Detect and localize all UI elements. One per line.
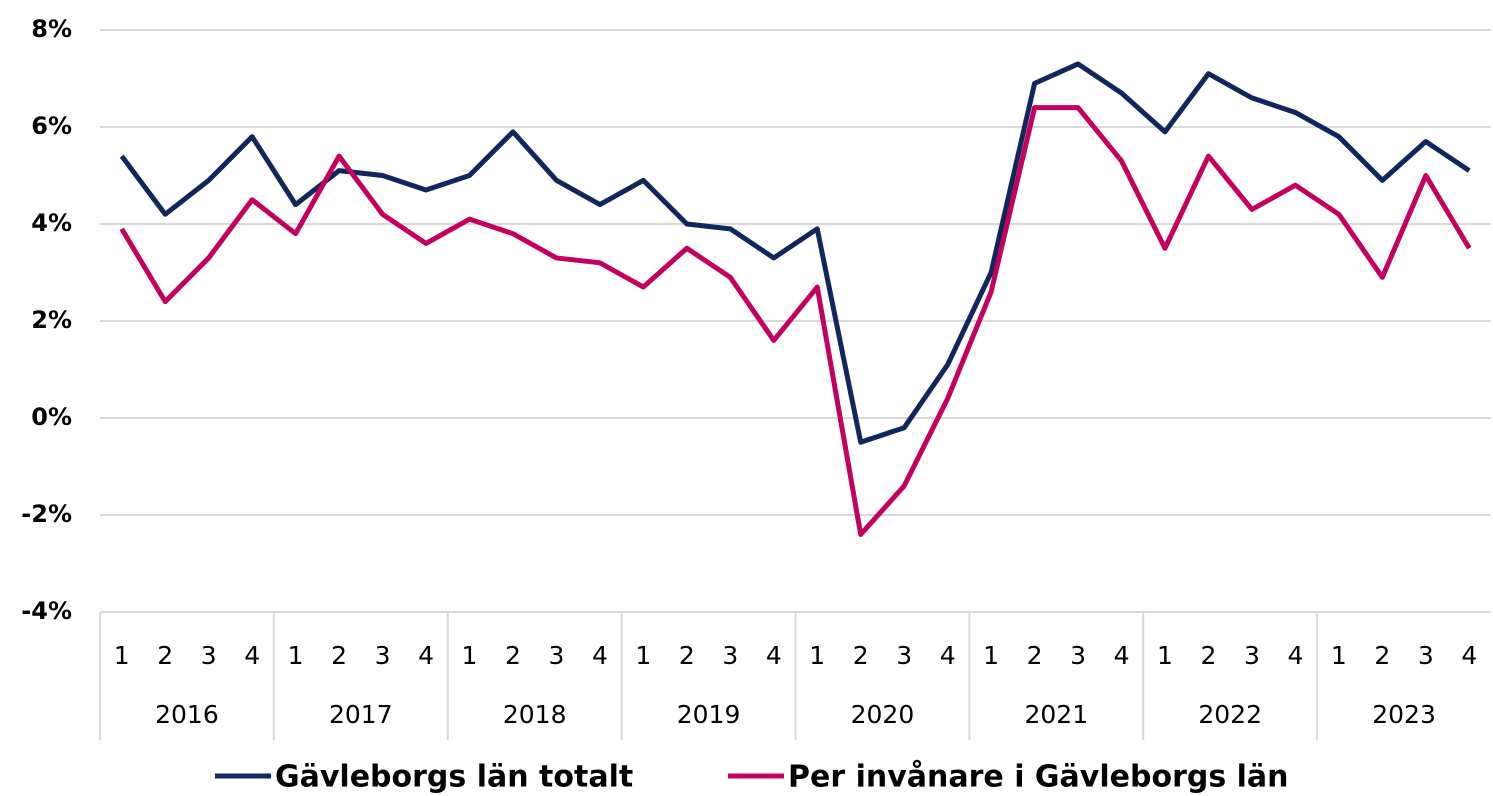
year-label: 2022 — [1198, 700, 1262, 729]
x-tick-label: 3 — [201, 641, 217, 670]
x-tick-label: 1 — [635, 641, 651, 670]
x-tick-label: 1 — [983, 641, 999, 670]
x-tick-label: 2 — [331, 641, 347, 670]
y-tick-label: 8% — [31, 15, 72, 43]
x-tick-label: 1 — [809, 641, 825, 670]
x-tick-label: 2 — [1374, 641, 1390, 670]
x-tick-label: 4 — [1114, 641, 1130, 670]
y-tick-label: 6% — [31, 112, 72, 140]
x-tick-label: 1 — [462, 641, 478, 670]
year-label: 2020 — [851, 700, 915, 729]
x-tick-label: 3 — [1418, 641, 1434, 670]
y-tick-label: -2% — [21, 500, 72, 528]
x-tick-label: 3 — [548, 641, 564, 670]
legend-label: Per invånare i Gävleborgs län — [788, 759, 1289, 795]
x-tick-label: 3 — [1244, 641, 1260, 670]
year-label: 2016 — [155, 700, 219, 729]
y-tick-label: 4% — [31, 209, 72, 237]
x-tick-label: 4 — [940, 641, 956, 670]
x-tick-label: 1 — [288, 641, 304, 670]
year-label: 2017 — [329, 700, 393, 729]
x-tick-label: 4 — [418, 641, 434, 670]
x-tick-label: 3 — [375, 641, 391, 670]
x-tick-label: 4 — [1287, 641, 1303, 670]
y-tick-label: 2% — [31, 306, 72, 334]
year-label: 2023 — [1372, 700, 1436, 729]
x-tick-label: 4 — [244, 641, 260, 670]
x-tick-label: 4 — [766, 641, 782, 670]
y-tick-label: 0% — [31, 403, 72, 431]
y-tick-label: -4% — [21, 597, 72, 625]
x-tick-label: 2 — [1027, 641, 1043, 670]
series-line — [119, 61, 1471, 445]
x-tick-label: 1 — [1331, 641, 1347, 670]
x-tick-label: 2 — [1201, 641, 1217, 670]
year-label: 2018 — [503, 700, 567, 729]
x-tick-label: 4 — [592, 641, 608, 670]
x-tick-label: 1 — [114, 641, 130, 670]
year-label: 2021 — [1025, 700, 1089, 729]
year-label: 2019 — [677, 700, 741, 729]
x-tick-label: 1 — [1157, 641, 1173, 670]
series-line — [119, 105, 1472, 537]
x-tick-label: 2 — [157, 641, 173, 670]
x-tick-label: 4 — [1461, 641, 1477, 670]
x-tick-label: 2 — [505, 641, 521, 670]
x-tick-label: 2 — [853, 641, 869, 670]
legend-label: Gävleborgs län totalt — [275, 760, 633, 795]
x-tick-label: 3 — [896, 641, 912, 670]
x-tick-label: 3 — [1070, 641, 1086, 670]
x-tick-label: 2 — [679, 641, 695, 670]
x-tick-label: 3 — [722, 641, 738, 670]
